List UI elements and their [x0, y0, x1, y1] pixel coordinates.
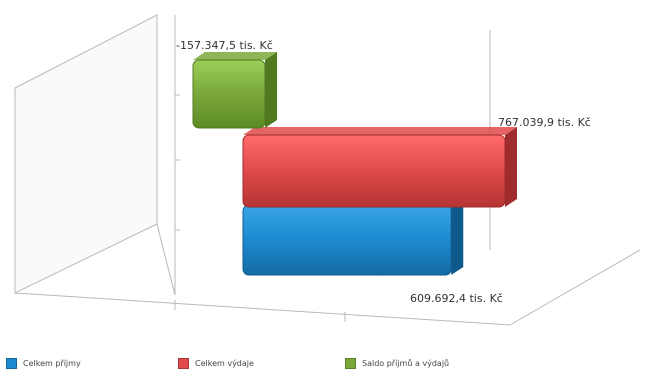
legend-item-1: Celkem výdaje: [178, 356, 254, 370]
bar-side: [451, 197, 464, 275]
data-label-1: 767.039,9 tis. Kč: [498, 116, 591, 129]
chart-grid: [14, 14, 641, 326]
floor-edge: [509, 249, 641, 326]
legend-swatch: [178, 357, 189, 369]
bar-side: [505, 127, 517, 207]
bar-0: [242, 197, 464, 276]
legend-item-0: Celkem příjmy: [6, 356, 81, 370]
legend-label: Celkem výdaje: [195, 358, 254, 368]
bar-front: [192, 59, 266, 129]
floor-edge: [156, 223, 176, 296]
floor-edge: [14, 292, 511, 326]
bars-group: [192, 52, 517, 276]
bar-2: [192, 52, 277, 129]
legend: Celkem příjmy Celkem výdaje Saldo příjmů a…: [0, 350, 650, 372]
bar-front: [242, 134, 506, 208]
data-label-2: -157.347,5 tis. Kč: [176, 39, 273, 52]
legend-swatch: [6, 357, 17, 369]
legend-label: Celkem příjmy: [23, 358, 81, 368]
data-label-0: 609.692,4 tis. Kč: [410, 292, 503, 305]
legend-swatch: [345, 357, 356, 369]
side-wall: [14, 14, 158, 294]
bar-front: [242, 204, 452, 276]
bar-top: [193, 52, 277, 60]
bar-side: [265, 52, 277, 128]
bar-1: [242, 127, 517, 208]
legend-item-2: Saldo příjmů a výdajů: [345, 356, 449, 370]
labels-group: 609.692,4 tis. Kč 767.039,9 tis. Kč -157.3…: [176, 39, 591, 305]
bar-top: [243, 127, 517, 135]
legend-label: Saldo příjmů a výdajů: [362, 358, 450, 368]
